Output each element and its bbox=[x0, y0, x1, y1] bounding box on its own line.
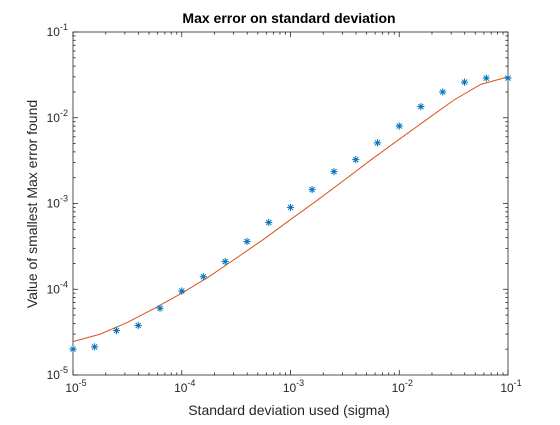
data-point bbox=[156, 304, 164, 312]
data-point bbox=[308, 186, 316, 194]
data-point bbox=[482, 74, 490, 82]
y-tick-label: 10-1 bbox=[47, 22, 68, 39]
x-axis-label: Standard deviation used (sigma) bbox=[188, 402, 390, 418]
x-tick-label: 10-2 bbox=[392, 378, 413, 395]
y-tick-label-exponent: -2 bbox=[60, 108, 68, 118]
data-point bbox=[243, 237, 251, 246]
y-tick-label-base: 10 bbox=[47, 282, 61, 296]
y-tick-label-base: 10 bbox=[47, 197, 61, 211]
y-tick-label: 10-5 bbox=[47, 365, 68, 382]
y-tick-label-exponent: -4 bbox=[60, 279, 68, 289]
x-tick-label-exponent: -3 bbox=[296, 378, 304, 388]
data-point bbox=[221, 258, 229, 266]
data-point bbox=[460, 78, 469, 86]
x-tick-label: 10-3 bbox=[283, 378, 304, 395]
data-point bbox=[286, 203, 295, 212]
x-tick-label-base: 10 bbox=[500, 381, 514, 395]
data-point bbox=[417, 102, 425, 111]
x-tick-label-exponent: -5 bbox=[79, 378, 87, 388]
chart-title: Max error on standard deviation bbox=[182, 10, 395, 26]
x-tick-label-exponent: -4 bbox=[187, 378, 195, 388]
data-point bbox=[69, 345, 77, 353]
y-tick-label-base: 10 bbox=[47, 111, 61, 125]
fit-line bbox=[72, 76, 509, 343]
data-point bbox=[178, 287, 186, 295]
y-tick-label-exponent: -5 bbox=[60, 365, 68, 375]
x-tick-label: 10-5 bbox=[65, 378, 86, 395]
x-tick-label-base: 10 bbox=[174, 381, 188, 395]
x-tick-label-base: 10 bbox=[65, 381, 79, 395]
y-tick-label-exponent: -1 bbox=[60, 22, 68, 32]
data-point bbox=[373, 139, 382, 147]
data-point bbox=[134, 321, 142, 330]
y-tick-label-base: 10 bbox=[47, 25, 61, 39]
data-point bbox=[504, 74, 512, 82]
plot-area bbox=[72, 31, 509, 376]
data-point bbox=[395, 122, 403, 130]
data-point bbox=[112, 326, 121, 335]
data-point bbox=[330, 168, 338, 176]
y-tick-label: 10-4 bbox=[47, 279, 68, 296]
x-tick-label-base: 10 bbox=[283, 381, 297, 395]
data-point bbox=[265, 218, 273, 227]
y-axis-label: Value of smallest Max error found bbox=[24, 100, 40, 308]
x-tick-label-exponent: -2 bbox=[405, 378, 413, 388]
data-point bbox=[91, 343, 99, 351]
x-tick-label-base: 10 bbox=[392, 381, 406, 395]
data-point bbox=[352, 156, 360, 164]
y-tick-label-exponent: -3 bbox=[60, 194, 68, 204]
x-tick-label: 10-4 bbox=[174, 378, 195, 395]
data-point bbox=[199, 273, 207, 281]
y-tick-label: 10-3 bbox=[47, 194, 68, 211]
x-tick-label: 10-1 bbox=[500, 378, 521, 395]
y-tick-label-base: 10 bbox=[47, 368, 61, 382]
x-tick-label-exponent: -1 bbox=[514, 378, 522, 388]
y-tick-label: 10-2 bbox=[47, 108, 68, 125]
data-point bbox=[439, 88, 447, 96]
